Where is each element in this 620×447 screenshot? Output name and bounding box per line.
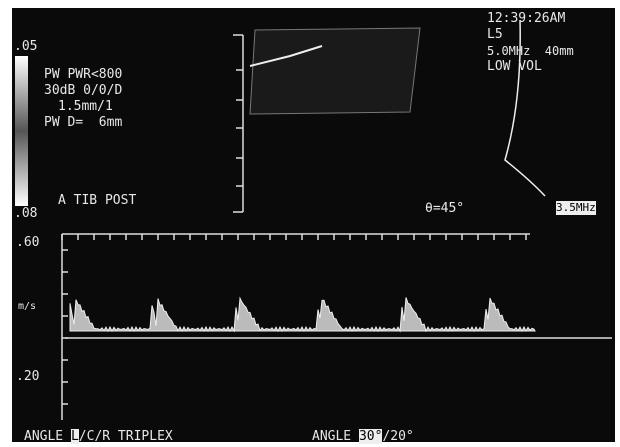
setting: PW D= 6mm: [44, 116, 122, 130]
site-label: A TIB POST: [58, 194, 136, 208]
volume: LOW VOL: [487, 60, 542, 74]
spectrum-top: .60: [16, 236, 39, 250]
footer-text: ANGLE: [24, 429, 71, 444]
footer-selected: 30°: [359, 429, 382, 444]
unit: m/s: [18, 300, 36, 314]
footer-text: /C/R TRIPLEX: [79, 429, 173, 444]
spectrum-bottom: .20: [16, 370, 39, 384]
scale-top: .05: [14, 40, 37, 54]
image-depth-axis: [233, 35, 243, 212]
footer-text: ANGLE: [312, 429, 359, 444]
page: .05 PW PWR<800 30dB 0/0/D 1.5mm/1 PW D= …: [0, 0, 620, 447]
footer-right: ANGLE 30°/20°: [312, 430, 414, 444]
doppler-waveform: [70, 297, 535, 331]
gray-scale-bar: [15, 56, 28, 206]
frequency-box: 3.5MHz: [556, 201, 596, 215]
footer-selected: L: [71, 429, 79, 444]
probe: L5: [487, 28, 503, 42]
angle: θ=45°: [425, 202, 464, 216]
frequency-depth: 5.0MHz 40mm: [487, 44, 574, 58]
setting: 30dB 0/0/D: [44, 84, 122, 98]
scale-bottom: .08: [14, 207, 37, 221]
setting: PW PWR<800: [44, 68, 122, 82]
color-box: [250, 28, 420, 114]
time: 12:39:26AM: [487, 12, 565, 26]
footer-left: ANGLE L/C/R TRIPLEX: [24, 430, 173, 444]
footer-text: /20°: [382, 429, 413, 444]
setting: 1.5mm/1: [58, 100, 113, 114]
